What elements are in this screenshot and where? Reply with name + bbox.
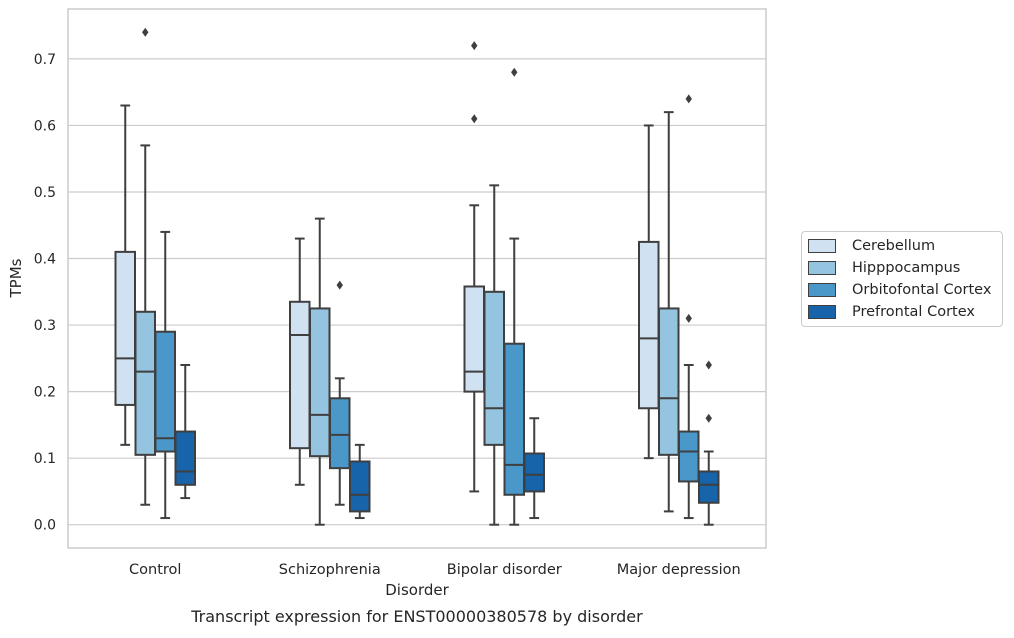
legend-label-cerebellum: Cerebellum bbox=[852, 238, 936, 254]
box-2-2 bbox=[503, 67, 525, 526]
legend-swatch-hippocampus bbox=[808, 261, 836, 275]
outlier-point bbox=[685, 94, 692, 104]
box-iqr bbox=[483, 290, 505, 446]
y-tick-label: 0.2 bbox=[34, 385, 56, 401]
chart-title: Transcript expression for ENST0000038057… bbox=[190, 607, 643, 626]
box-0-0 bbox=[114, 104, 136, 446]
legend-label-orbitofrontal-cortex: Orbitofontal Cortex bbox=[852, 282, 992, 298]
box-iqr bbox=[309, 307, 331, 458]
x-tick-label: Bipolar disorder bbox=[447, 562, 562, 578]
outlier-point bbox=[471, 114, 478, 124]
box-2-0 bbox=[463, 41, 485, 493]
box-iqr bbox=[658, 307, 680, 456]
box-2-3 bbox=[523, 417, 545, 520]
plot-area-frame bbox=[67, 8, 767, 549]
box-3-2 bbox=[678, 94, 700, 520]
box-1-1 bbox=[309, 217, 331, 526]
outlier-point bbox=[142, 27, 149, 37]
x-tick-labels: Control Schizophrenia Bipolar disorder Majo… bbox=[129, 562, 741, 578]
x-tick-label: Control bbox=[129, 562, 181, 578]
y-tick-label: 0.5 bbox=[34, 185, 56, 201]
y-tick-label: 0.7 bbox=[34, 52, 56, 68]
x-axis-label: Disorder bbox=[385, 581, 449, 599]
y-tick-label: 0.4 bbox=[34, 252, 56, 268]
y-tick-label: 0.0 bbox=[34, 518, 56, 534]
box-iqr bbox=[698, 470, 720, 504]
y-tick-label: 0.1 bbox=[34, 451, 56, 467]
box-series-group bbox=[114, 27, 720, 526]
outlier-point bbox=[705, 413, 712, 423]
box-iqr bbox=[154, 330, 176, 453]
box-iqr bbox=[523, 452, 545, 493]
x-tick-label: Major depression bbox=[617, 562, 741, 578]
y-axis-label: TPMs bbox=[7, 258, 25, 298]
outlier-point bbox=[471, 41, 478, 51]
outlier-point bbox=[705, 360, 712, 370]
box-1-2 bbox=[329, 280, 351, 506]
box-0-3 bbox=[174, 364, 196, 500]
outlier-point bbox=[685, 313, 692, 323]
box-iqr bbox=[349, 460, 371, 513]
legend-label-prefrontal-cortex: Prefrontal Cortex bbox=[852, 304, 975, 320]
box-0-2 bbox=[154, 230, 176, 520]
box-0-1 bbox=[134, 27, 156, 506]
box-iqr bbox=[638, 240, 660, 410]
x-tick-label: Schizophrenia bbox=[279, 562, 381, 578]
box-iqr bbox=[678, 430, 700, 483]
legend-item-prefrontal-cortex: Prefrontal Cortex bbox=[808, 301, 975, 323]
legend-item-hippocampus: Hipppocampus bbox=[808, 257, 960, 279]
legend-swatch-cerebellum bbox=[808, 239, 836, 253]
legend-swatch-orbitofrontal-cortex bbox=[808, 283, 836, 297]
legend-item-orbitofrontal-cortex: Orbitofontal Cortex bbox=[808, 279, 991, 301]
y-tick-labels: 0.0 0.1 0.2 0.3 0.4 0.5 0.6 0.7 bbox=[34, 52, 56, 534]
box-iqr bbox=[114, 250, 136, 406]
legend-swatch-prefrontal-cortex bbox=[808, 305, 836, 319]
box-3-3 bbox=[698, 360, 720, 526]
box-iqr bbox=[289, 300, 311, 450]
legend: Cerebellum Hipppocampus Orbitofontal Cor… bbox=[801, 231, 1003, 327]
box-iqr bbox=[329, 397, 351, 470]
legend-label-hippocampus: Hipppocampus bbox=[852, 260, 961, 276]
box-iqr bbox=[174, 430, 196, 486]
y-tick-label: 0.6 bbox=[34, 118, 56, 134]
outlier-point bbox=[336, 280, 343, 290]
box-3-0 bbox=[638, 124, 660, 460]
box-2-1 bbox=[483, 184, 505, 526]
box-iqr bbox=[503, 342, 525, 496]
outlier-point bbox=[511, 67, 518, 77]
box-iqr bbox=[463, 285, 485, 393]
box-iqr bbox=[134, 310, 156, 456]
y-tick-label: 0.3 bbox=[34, 318, 56, 334]
box-1-3 bbox=[349, 443, 371, 520]
box-1-0 bbox=[289, 237, 311, 486]
legend-item-cerebellum: Cerebellum bbox=[808, 235, 935, 257]
box-3-1 bbox=[658, 111, 680, 513]
